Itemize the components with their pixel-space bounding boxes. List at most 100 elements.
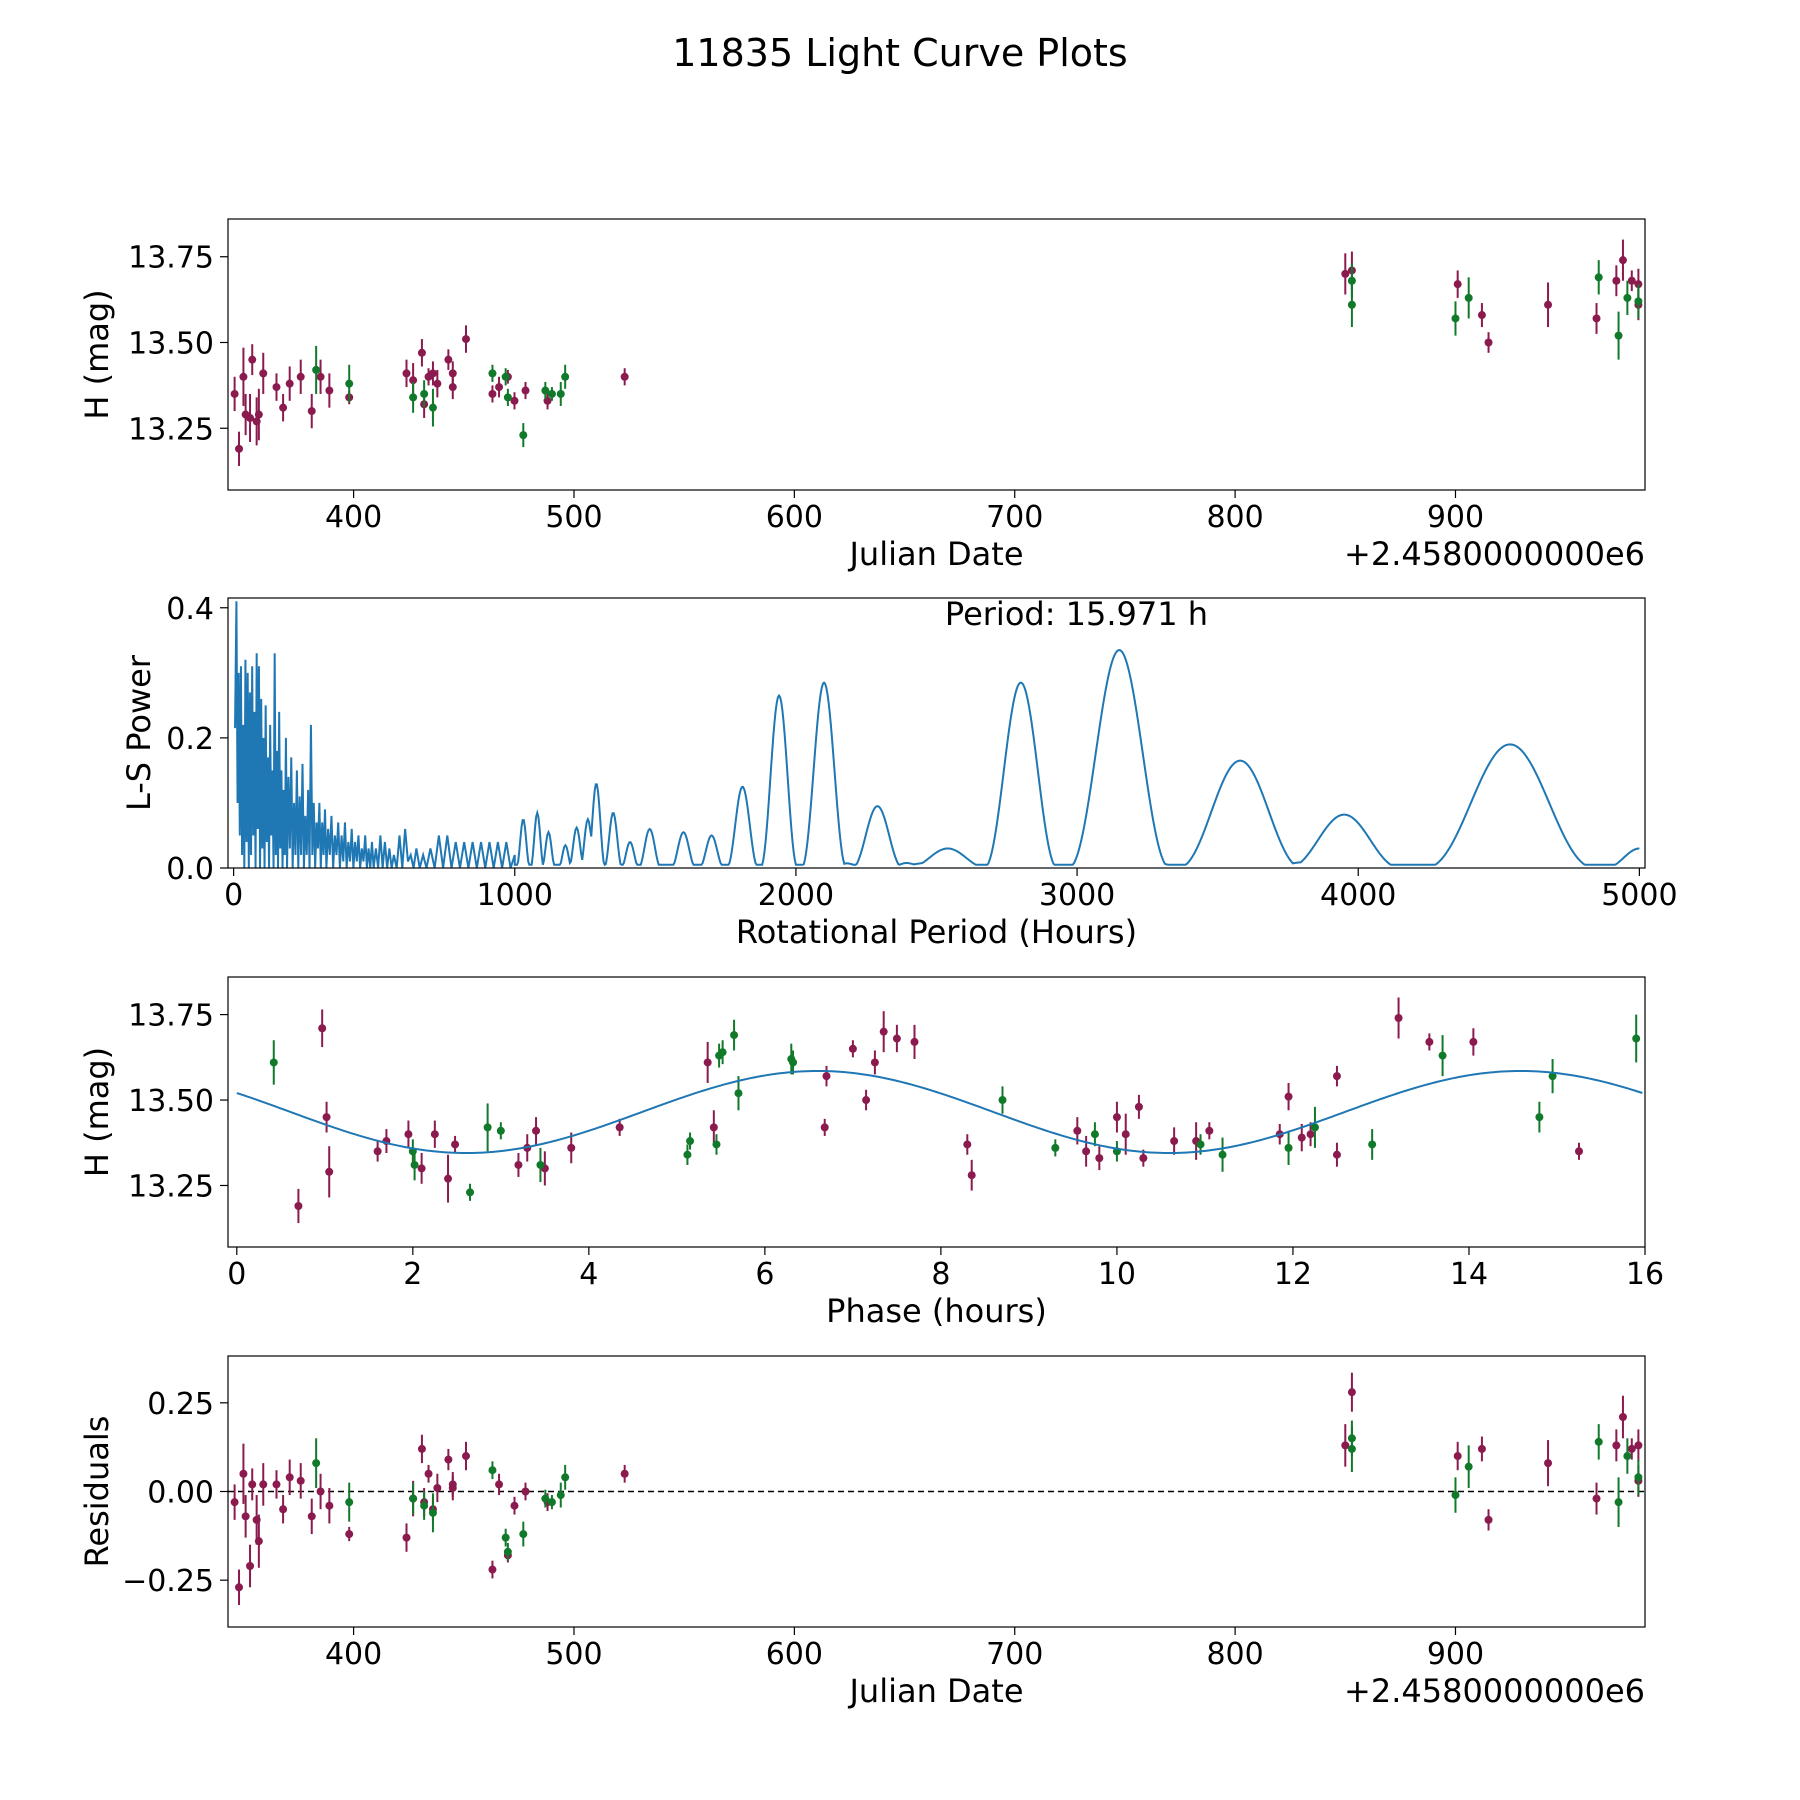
data-point-green bbox=[561, 372, 570, 381]
data-point-green bbox=[1594, 273, 1603, 282]
data-point-green bbox=[734, 1089, 743, 1098]
data-point-maroon bbox=[272, 383, 281, 392]
x-tick-label: 0 bbox=[224, 878, 243, 913]
x-axis-label: Julian Date bbox=[847, 535, 1023, 573]
data-point-maroon bbox=[1394, 1014, 1403, 1023]
data-point-green bbox=[1051, 1143, 1060, 1152]
x-tick-label: 14 bbox=[1450, 1257, 1488, 1292]
data-point-maroon bbox=[495, 1480, 504, 1489]
data-point-maroon bbox=[862, 1096, 871, 1105]
x-tick-label: 600 bbox=[766, 1637, 823, 1672]
data-point-maroon bbox=[451, 1140, 460, 1149]
x-tick-label: 8 bbox=[931, 1257, 950, 1292]
y-tick-label: 13.25 bbox=[128, 412, 214, 447]
data-point-maroon bbox=[417, 1164, 426, 1173]
data-point-green bbox=[501, 372, 510, 381]
period-annotation: Period: 15.971 h bbox=[945, 595, 1208, 633]
data-point-green bbox=[683, 1150, 692, 1159]
data-point-maroon bbox=[448, 1480, 457, 1489]
data-point-maroon bbox=[318, 1024, 327, 1033]
data-point-maroon bbox=[1082, 1147, 1091, 1156]
data-point-maroon bbox=[272, 1480, 281, 1489]
data-point-maroon bbox=[448, 383, 457, 392]
data-point-green bbox=[547, 389, 556, 398]
data-point-maroon bbox=[259, 1480, 268, 1489]
data-point-green bbox=[1284, 1143, 1293, 1152]
plot-area bbox=[234, 601, 1640, 868]
data-point-green bbox=[789, 1058, 798, 1067]
x-tick-label: 1000 bbox=[477, 878, 553, 913]
data-point-green bbox=[1090, 1130, 1099, 1139]
data-point-maroon bbox=[417, 1444, 426, 1453]
data-point-maroon bbox=[345, 1530, 354, 1539]
data-point-maroon bbox=[1170, 1137, 1179, 1146]
data-point-green bbox=[503, 1547, 512, 1556]
data-point-maroon bbox=[430, 1130, 439, 1139]
x-tick-label: 500 bbox=[545, 500, 602, 535]
data-point-maroon bbox=[316, 372, 325, 381]
data-point-green bbox=[536, 1160, 545, 1169]
data-point-maroon bbox=[428, 369, 437, 378]
data-point-green bbox=[410, 1160, 419, 1169]
data-point-maroon bbox=[703, 1058, 712, 1067]
x-tick-label: 4 bbox=[579, 1257, 598, 1292]
data-point-green bbox=[496, 1126, 505, 1135]
subplot-periodogram: 0 1000 2000 3000 4000 5000 0.0 0.2 0.4 Rotational… bbox=[120, 592, 1678, 951]
data-point-maroon bbox=[1627, 276, 1636, 285]
data-point-green bbox=[541, 386, 550, 395]
data-point-maroon bbox=[1121, 1130, 1130, 1139]
y-axis-label: H (mag) bbox=[78, 289, 116, 419]
data-point-maroon bbox=[444, 1174, 453, 1183]
x-tick-label: 3000 bbox=[1039, 878, 1115, 913]
data-point-maroon bbox=[1484, 1515, 1493, 1524]
x-axis-label: Rotational Period (Hours) bbox=[736, 913, 1137, 951]
data-point-maroon bbox=[1612, 1441, 1621, 1450]
plot-area bbox=[230, 239, 1643, 466]
data-point-maroon bbox=[1341, 1441, 1350, 1450]
data-point-maroon bbox=[246, 1561, 255, 1570]
data-point-maroon bbox=[296, 372, 305, 381]
data-point-green bbox=[1535, 1113, 1544, 1122]
data-point-green bbox=[519, 431, 528, 440]
data-point-maroon bbox=[1592, 314, 1601, 323]
data-point-green bbox=[1451, 314, 1460, 323]
data-point-maroon bbox=[409, 376, 418, 385]
data-point-maroon bbox=[462, 1452, 471, 1461]
data-point-maroon bbox=[279, 403, 288, 412]
data-point-green bbox=[428, 403, 437, 412]
data-point-maroon bbox=[620, 372, 629, 381]
data-point-maroon bbox=[241, 1512, 250, 1521]
x-tick-label: 10 bbox=[1098, 1257, 1136, 1292]
data-point-maroon bbox=[433, 1483, 442, 1492]
data-point-maroon bbox=[402, 1533, 411, 1542]
data-point-maroon bbox=[1544, 300, 1553, 309]
data-point-maroon bbox=[307, 407, 316, 416]
x-tick-label: 6 bbox=[755, 1257, 774, 1292]
data-point-maroon bbox=[404, 1130, 413, 1139]
data-point-maroon bbox=[1618, 256, 1627, 265]
data-point-green bbox=[1347, 1444, 1356, 1453]
data-point-maroon bbox=[488, 389, 497, 398]
data-point-maroon bbox=[1477, 1444, 1486, 1453]
data-point-maroon bbox=[285, 1473, 294, 1482]
axes-frame bbox=[227, 976, 1646, 1248]
x-tick-label: 400 bbox=[325, 500, 382, 535]
data-point-maroon bbox=[248, 1480, 257, 1489]
data-point-green bbox=[1614, 1498, 1623, 1507]
x-tick-label: 700 bbox=[986, 1637, 1043, 1672]
x-tick-label: 800 bbox=[1206, 1637, 1263, 1672]
data-point-green bbox=[1632, 1034, 1641, 1043]
data-point-maroon bbox=[1544, 1459, 1553, 1468]
data-point-maroon bbox=[1627, 1444, 1636, 1453]
data-point-green bbox=[1464, 293, 1473, 302]
data-point-maroon bbox=[521, 1487, 530, 1496]
data-point-maroon bbox=[230, 389, 239, 398]
data-point-maroon bbox=[296, 1476, 305, 1485]
x-tick-label: 400 bbox=[325, 1637, 382, 1672]
data-point-maroon bbox=[615, 1123, 624, 1132]
data-point-green bbox=[556, 389, 565, 398]
data-point-green bbox=[420, 1501, 429, 1510]
data-point-maroon bbox=[1634, 1441, 1643, 1450]
subplot-lightcurve: 400 500 600 700 800 900 13.25 13.50 13.75 Julian … bbox=[78, 218, 1646, 573]
data-point-maroon bbox=[1073, 1126, 1082, 1135]
